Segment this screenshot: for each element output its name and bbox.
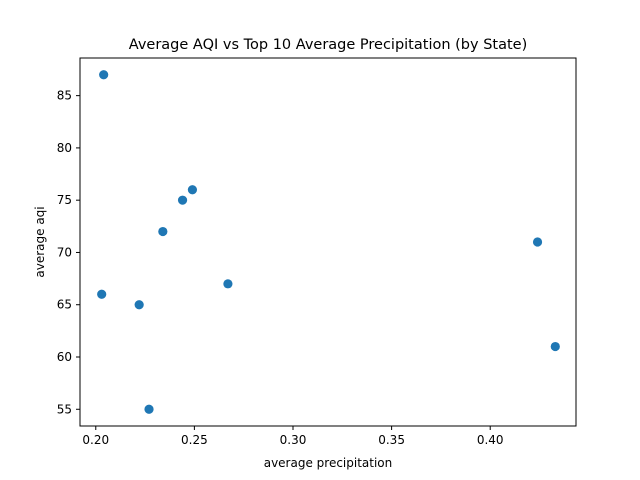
y-tick-label: 70 [57,245,72,259]
y-tick-label: 65 [57,298,72,312]
y-tick-label: 60 [57,350,72,364]
x-tick-label: 0.30 [280,433,307,447]
y-tick-label: 80 [57,141,72,155]
data-point [144,404,154,414]
x-axis-label: average precipitation [264,456,393,470]
x-tick-label: 0.40 [477,433,504,447]
x-tick-label: 0.35 [378,433,405,447]
data-point [99,70,109,80]
plot-area: 0.20 0.25 0.30 0.35 0.40 55 60 65 70 75 80 85 [57,57,577,447]
data-point [177,195,188,205]
data-point [223,279,233,289]
y-tick-label: 55 [57,402,72,416]
y-axis-label: average aqi [33,206,47,277]
data-point [187,185,198,195]
x-tick-label: 0.20 [82,433,109,447]
chart-title: Average AQI vs Top 10 Average Precipitat… [129,37,527,53]
data-point [532,237,543,247]
data-point [97,289,107,299]
plot-frame [79,57,577,427]
data-point [134,300,144,310]
x-tick-label: 0.25 [181,433,208,447]
data-point [550,341,560,352]
y-tick-label: 85 [57,89,72,103]
y-tick-label: 75 [57,193,72,207]
data-point [158,226,168,237]
